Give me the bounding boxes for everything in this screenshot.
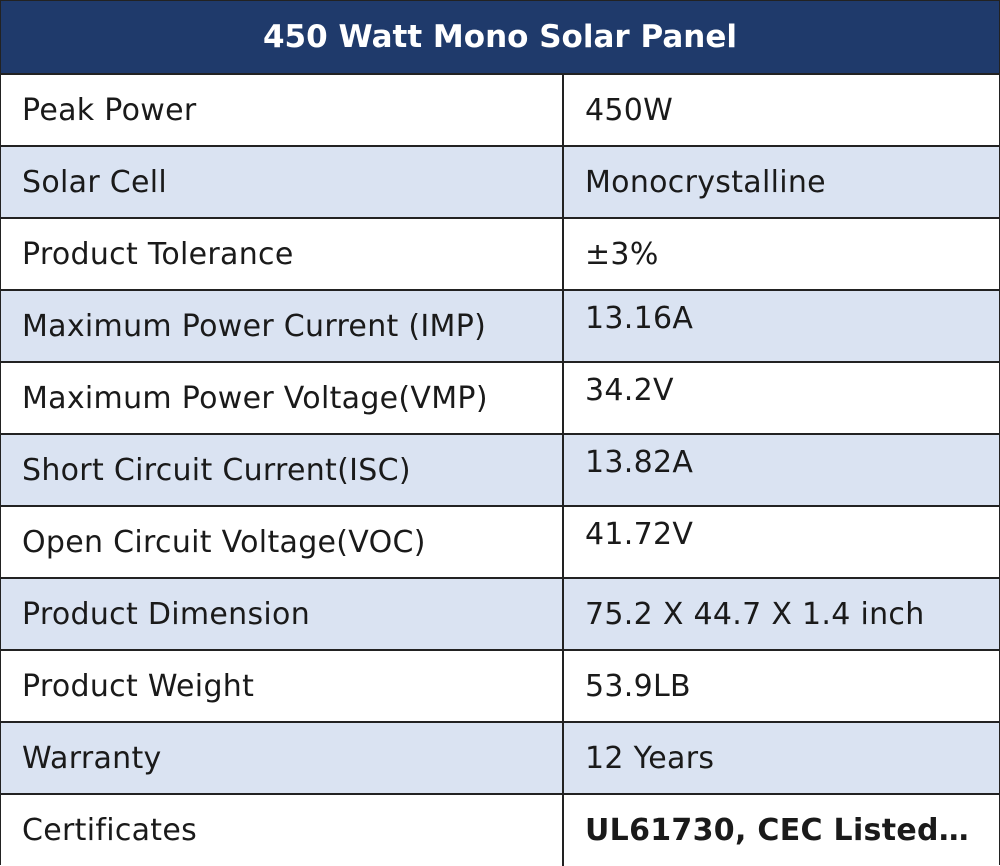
spec-label: Maximum Power Voltage(VMP) <box>1 363 564 433</box>
table-row-vmp: Maximum Power Voltage(VMP) 34.2V <box>1 363 999 435</box>
spec-value: ±3% <box>585 236 659 272</box>
spec-value: 34.2V <box>585 373 674 408</box>
spec-label: Solar Cell <box>1 147 564 217</box>
spec-value: 12 Years <box>585 740 715 776</box>
table-row-solar-cell: Solar Cell Monocrystalline <box>1 147 999 219</box>
spec-label: Short Circuit Current(ISC) <box>1 435 564 505</box>
table-title: 450 Watt Mono Solar Panel <box>1 1 999 75</box>
spec-value: 41.72V <box>585 517 694 552</box>
table-row-warranty: Warranty 12 Years <box>1 723 999 795</box>
spec-value: Monocrystalline <box>585 164 826 200</box>
table-row-certificates: Certificates UL61730, CEC Listed… <box>1 795 999 866</box>
spec-label: Peak Power <box>1 75 564 145</box>
spec-value: 13.82A <box>585 445 694 480</box>
spec-value: UL61730, CEC Listed… <box>585 813 970 848</box>
spec-label: Product Tolerance <box>1 219 564 289</box>
spec-value: 53.9LB <box>585 668 691 704</box>
spec-label: Certificates <box>1 795 564 866</box>
spec-label: Maximum Power Current (IMP) <box>1 291 564 361</box>
table-row-imp: Maximum Power Current (IMP) 13.16A <box>1 291 999 363</box>
table-row-voc: Open Circuit Voltage(VOC) 41.72V <box>1 507 999 579</box>
table-row-weight: Product Weight 53.9LB <box>1 651 999 723</box>
spec-label: Open Circuit Voltage(VOC) <box>1 507 564 577</box>
table-row-peak-power: Peak Power 450W <box>1 75 999 147</box>
spec-value: 450W <box>585 92 674 128</box>
table-row-isc: Short Circuit Current(ISC) 13.82A <box>1 435 999 507</box>
spec-label: Product Weight <box>1 651 564 721</box>
table-row-product-tolerance: Product Tolerance ±3% <box>1 219 999 291</box>
spec-value: 75.2 X 44.7 X 1.4 inch <box>585 596 925 632</box>
table-row-dimension: Product Dimension 75.2 X 44.7 X 1.4 inch <box>1 579 999 651</box>
spec-label: Product Dimension <box>1 579 564 649</box>
spec-label: Warranty <box>1 723 564 793</box>
spec-value: 13.16A <box>585 301 694 336</box>
